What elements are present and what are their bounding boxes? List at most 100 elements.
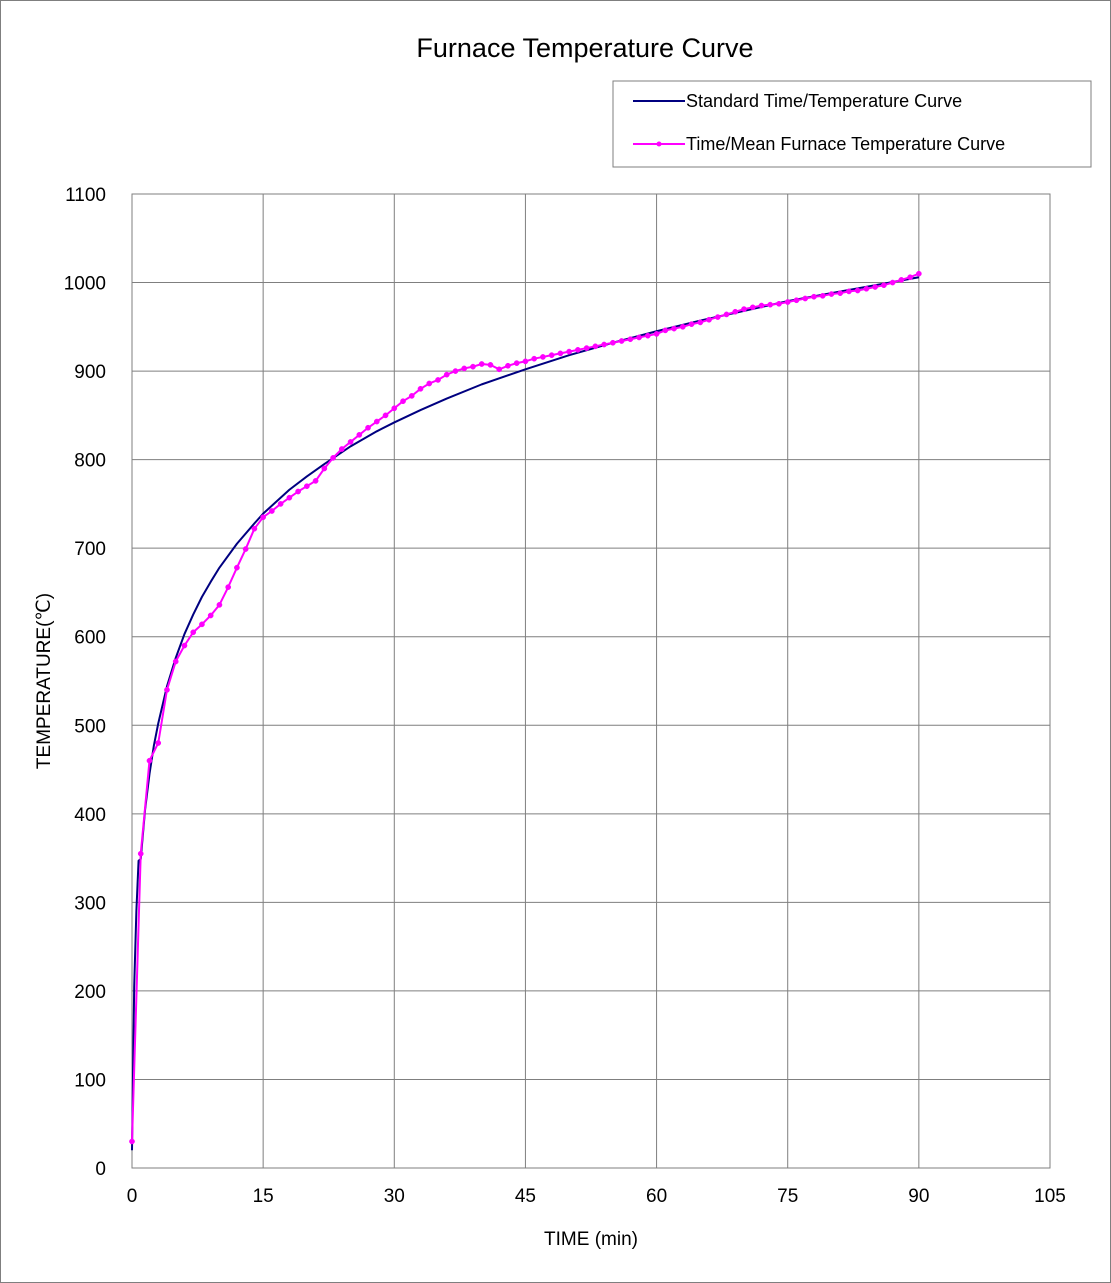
series-1-point [566,348,572,355]
series-1-point [916,270,922,277]
series-1-point [373,418,380,425]
series-1-point [881,282,887,289]
x-axis-ticks: 0 15 30 45 60 75 90 105 [127,1186,1066,1207]
series-1-point [644,332,651,339]
series-1-point [819,292,826,299]
series-1-point [548,352,555,359]
series-1-point [889,279,896,286]
legend-marker-mean-furnace-curve [656,141,662,147]
series-1-point [190,629,197,636]
series-line-0 [131,276,920,1151]
x-tick-label: 15 [253,1186,274,1207]
series-1-point [610,339,616,346]
series-1-point [540,354,546,360]
series-1-point [627,336,634,343]
x-tick-label: 75 [777,1186,798,1207]
series-1-point [356,431,363,438]
series-1-point [321,465,328,472]
series-1-point [181,642,188,649]
series-1-point [575,346,581,353]
series-1-point [697,319,704,326]
series-1-point [802,295,809,302]
series-1-point [400,398,406,405]
series-1-point [330,455,336,461]
series-1-point [854,287,861,294]
series-1-point [452,368,459,374]
series-1-point [592,343,599,350]
series-1-point [408,393,415,399]
series-1-point [767,301,774,308]
y-tick-label: 700 [74,539,106,560]
series-1-point [601,341,607,348]
series-1-point [531,355,538,362]
series-1-point [907,274,913,281]
series-1-point [207,612,214,619]
series-1-point [251,525,258,532]
series-1-point [749,304,756,311]
y-axis-ticks: 0 100 200 300 400 500 600 700 800 900 1000 1100 [64,185,106,1180]
series-1-point [662,327,669,334]
x-tick-label: 105 [1034,1186,1066,1207]
x-tick-label: 0 [127,1186,138,1207]
series-1-point [758,302,765,309]
y-axis-title: TEMPERATURE(℃) [34,593,55,769]
series-1-point [679,323,686,330]
series-1-point [513,360,520,366]
x-tick-label: 90 [908,1186,929,1207]
series-1-point [618,338,625,344]
series-1-point [260,514,266,521]
series-1-point [837,290,844,297]
series-1-point [487,362,494,368]
series-1-point [846,288,852,295]
legend-label-mean-furnace-curve: Time/Mean Furnace Temperature Curve [686,134,1005,154]
series-1-point [723,311,730,318]
legend-label-standard-curve: Standard Time/Temperature Curve [686,91,962,111]
series-1-point [216,602,223,608]
series-1-point [522,358,529,365]
series-1-point [898,277,905,283]
series-1-point [793,297,800,304]
series-1-point [776,300,782,307]
series-1-point [732,308,739,315]
series-layer [129,270,922,1151]
series-1-point [365,424,371,431]
series-1-point [269,508,275,514]
series-1-point [828,291,835,297]
series-1-point [461,365,468,372]
series-1-point [417,385,424,392]
series-1-point [688,321,695,328]
y-tick-label: 600 [74,628,106,649]
series-1-point [199,621,205,628]
series-1-point [478,361,485,367]
series-1-point [671,325,677,332]
series-1-point [137,850,144,857]
series-1-point [129,1138,135,1145]
series-1-point [470,363,476,370]
y-tick-label: 0 [95,1159,106,1180]
series-1-point [426,380,433,387]
y-tick-label: 1000 [64,274,106,295]
y-tick-label: 300 [74,893,106,914]
series-1-point [714,314,721,320]
series-1-point [172,658,179,665]
y-tick-label: 200 [74,982,106,1003]
series-1-point [234,564,240,571]
x-tick-label: 60 [646,1186,667,1207]
series-1-point [295,488,301,495]
series-1-point [304,483,310,490]
series-1-point [443,371,450,378]
series-1-point [382,412,389,419]
y-tick-label: 900 [74,362,106,383]
series-1-point [164,687,170,693]
series-1-point [583,345,590,351]
series-1-point [435,377,441,383]
grid-lines [132,194,1050,1168]
series-1-point [706,316,712,323]
series-1-point [496,366,503,373]
series-1-point [312,478,319,484]
series-1-point [338,446,345,452]
y-tick-label: 800 [74,451,106,472]
chart-title: Furnace Temperature Curve [416,33,753,63]
y-tick-label: 1100 [65,185,106,206]
